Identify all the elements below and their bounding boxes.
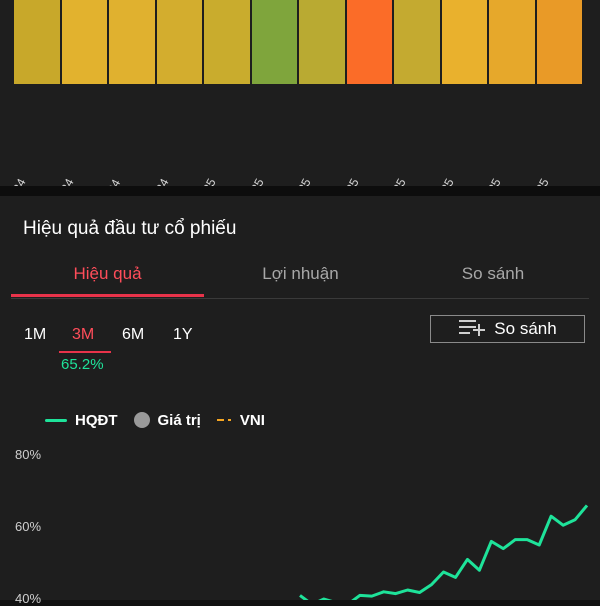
period-1y[interactable]: 1Y	[173, 326, 193, 343]
heatmap-month-labels: 09/202410/202411/202412/202401/202502/20…	[0, 88, 600, 221]
legend-hqdt-label: HQĐT	[75, 411, 118, 429]
hqdt-series-line	[299, 504, 589, 606]
section-divider	[0, 186, 600, 196]
tab-performance[interactable]: Hiệu quả	[73, 264, 142, 283]
tab-profit[interactable]: Lợi nhuận	[262, 264, 339, 283]
heatmap-cell[interactable]	[156, 0, 202, 84]
y-tick-label: 40%	[15, 591, 42, 606]
legend-value[interactable]: Giá trị	[133, 411, 201, 429]
hqdt-line-swatch	[45, 418, 67, 422]
heatmap-cell[interactable]	[536, 0, 582, 84]
chart-legend: HQĐT Giá trị VNI	[45, 410, 281, 430]
value-dot-swatch	[133, 412, 150, 428]
vni-dash-swatch	[216, 419, 231, 421]
heatmap-cell[interactable]	[441, 0, 487, 84]
legend-hqdt[interactable]: HQĐT	[45, 412, 118, 429]
section-title: Hiệu quả đầu tư cổ phiếu	[23, 218, 237, 239]
heatmap-cell[interactable]	[251, 0, 297, 84]
heatmap-cell[interactable]	[394, 0, 440, 84]
performance-chart-svg	[299, 504, 589, 606]
legend-value-label: Giá trị	[157, 411, 201, 429]
heatmap-cell[interactable]	[299, 0, 345, 84]
heatmap-cells	[0, 0, 600, 84]
period-3m[interactable]: 3M	[72, 326, 95, 343]
active-period-indicator	[59, 351, 111, 353]
period-return-value: 65.2%	[61, 356, 104, 373]
compare-button[interactable]: So sánh	[430, 315, 585, 343]
compare-button-label: So sánh	[494, 319, 557, 338]
monthly-heatmap: 09/202410/202411/202412/202401/202502/20…	[0, 0, 600, 221]
y-tick-label: 80%	[15, 447, 42, 462]
tab-bar: Hiệu quả Lợi nhuận So sánh	[11, 256, 589, 299]
heatmap-cell[interactable]	[61, 0, 107, 84]
active-tab-indicator	[11, 294, 204, 297]
heatmap-cell[interactable]	[14, 0, 60, 84]
investment-performance-panel: Hiệu quả đầu tư cổ phiếu Hiệu quả Lợi nh…	[0, 196, 600, 606]
legend-vni-label: VNI	[239, 411, 265, 429]
period-1m[interactable]: 1M	[24, 326, 47, 343]
heatmap-cell[interactable]	[109, 0, 155, 84]
add-list-icon	[458, 318, 486, 341]
y-tick-label: 60%	[15, 519, 42, 534]
tab-compare[interactable]: So sánh	[461, 264, 525, 283]
performance-chart: 80% 60% 40%	[0, 436, 600, 606]
heatmap-cell[interactable]	[489, 0, 535, 84]
heatmap-cell[interactable]	[204, 0, 250, 84]
legend-vni[interactable]: VNI	[216, 411, 265, 429]
heatmap-cell[interactable]	[346, 0, 392, 84]
period-6m[interactable]: 6M	[122, 326, 145, 343]
